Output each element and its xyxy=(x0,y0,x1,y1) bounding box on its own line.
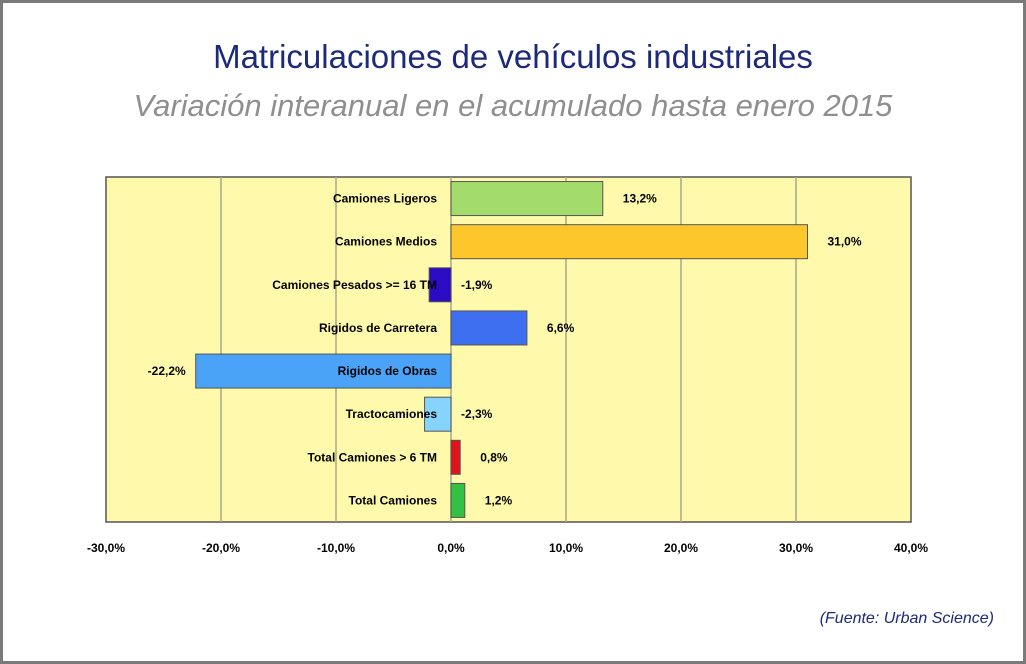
bar xyxy=(450,482,466,518)
bar xyxy=(450,439,461,475)
x-tick-label: 10,0% xyxy=(549,541,583,555)
source-note: (Fuente: Urban Science) xyxy=(819,610,994,627)
data-label: 1,2% xyxy=(485,493,513,507)
data-label: 31,0% xyxy=(828,235,862,249)
x-tick-label: 0,0% xyxy=(437,541,465,555)
category-label: Total Camiones xyxy=(349,493,438,507)
category-label: Camiones Ligeros xyxy=(333,192,437,206)
data-label: -22,2% xyxy=(148,364,186,378)
bar xyxy=(195,353,452,389)
chart-title: Matriculaciones de vehículos industriale… xyxy=(213,38,813,75)
bar xyxy=(450,181,604,217)
data-label: 0,8% xyxy=(480,450,508,464)
category-label: Camiones Medios xyxy=(335,235,437,249)
category-label: Camiones Pesados >= 16 TM xyxy=(272,278,437,292)
data-label: 6,6% xyxy=(547,321,575,335)
chart-subtitle: Variación interanual en el acumulado has… xyxy=(133,88,893,123)
x-tick-label: 20,0% xyxy=(664,541,698,555)
category-label: Total Camiones > 6 TM xyxy=(308,450,437,464)
category-label: Rigidos de Obras xyxy=(338,364,438,378)
data-label: -2,3% xyxy=(461,407,493,421)
x-tick-label: -20,0% xyxy=(202,541,240,555)
x-tick-label: 40,0% xyxy=(894,541,928,555)
bar xyxy=(428,267,452,303)
data-label: -1,9% xyxy=(461,278,493,292)
x-tick-label: -30,0% xyxy=(87,541,125,555)
category-label: Tractocamiones xyxy=(346,407,438,421)
x-tick-label: -10,0% xyxy=(317,541,355,555)
bar xyxy=(450,224,808,260)
x-tick-label: 30,0% xyxy=(779,541,813,555)
bar xyxy=(424,396,452,432)
data-label: 13,2% xyxy=(623,192,657,206)
bar xyxy=(450,310,528,346)
category-label: Rigidos de Carretera xyxy=(319,321,437,335)
